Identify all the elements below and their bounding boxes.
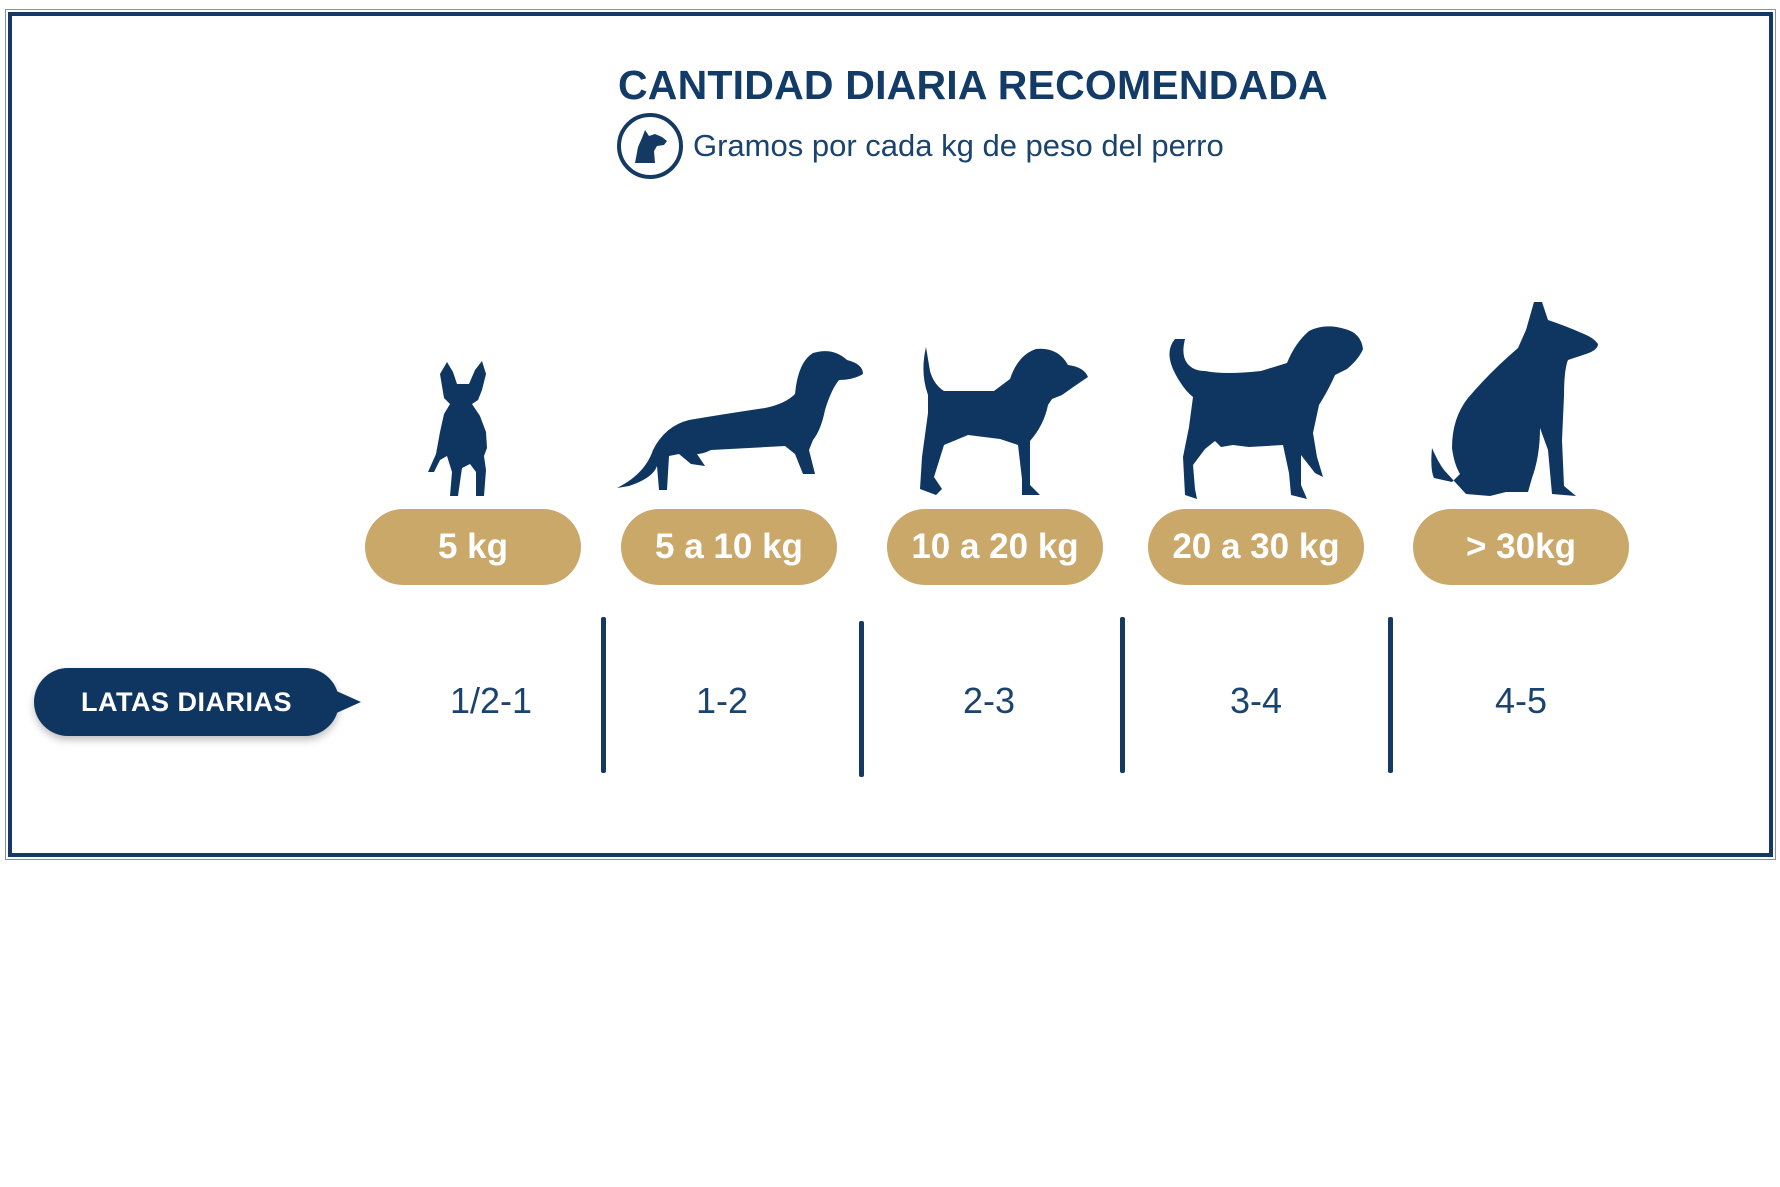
weight-pill-4: 20 a 30 kg	[1148, 509, 1364, 585]
french-bulldog-icon	[428, 361, 487, 496]
weight-label: > 30kg	[1466, 527, 1576, 566]
daily-cans-label: LATAS DIARIAS	[34, 668, 339, 736]
weight-label: 10 a 20 kg	[911, 527, 1079, 566]
weight-pill-3: 10 a 20 kg	[887, 509, 1103, 585]
weight-pill-2: 5 a 10 kg	[621, 509, 837, 585]
page-title: CANTIDAD DIARIA RECOMENDADA	[618, 62, 1328, 108]
dog-head-icon	[617, 113, 683, 179]
sitting-dog-icon	[1431, 302, 1598, 496]
outer-border-rough	[5, 9, 1776, 860]
weight-label: 20 a 30 kg	[1172, 527, 1340, 566]
weight-label: 5 a 10 kg	[655, 527, 803, 566]
outer-border	[8, 12, 1773, 857]
cans-value-1: 1/2-1	[449, 680, 533, 721]
cans-value-4: 3-4	[1229, 680, 1283, 721]
weight-pill-1: 5 kg	[365, 509, 581, 585]
dachshund-icon	[617, 351, 863, 490]
beagle-icon	[920, 347, 1088, 495]
cans-value-3: 2-3	[962, 680, 1016, 721]
cans-value-2: 1-2	[695, 680, 749, 721]
subtitle: Gramos por cada kg de peso del perro	[693, 128, 1224, 163]
column-divider	[859, 621, 864, 777]
column-divider	[601, 617, 606, 773]
cans-value-5: 4-5	[1494, 680, 1548, 721]
column-divider	[1388, 617, 1393, 773]
column-divider	[1120, 617, 1125, 773]
label-pointer	[332, 689, 361, 715]
weight-label: 5 kg	[437, 527, 509, 566]
weight-pill-5: > 30kg	[1413, 509, 1629, 585]
hound-icon	[1169, 326, 1363, 499]
